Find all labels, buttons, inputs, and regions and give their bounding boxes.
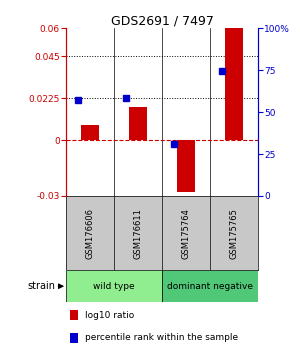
Bar (162, 270, 258, 302)
Text: GSM176611: GSM176611 (134, 208, 142, 258)
Text: wild type: wild type (93, 282, 135, 291)
Bar (129, 107, 147, 140)
Bar (177, 140, 195, 192)
Title: GDS2691 / 7497: GDS2691 / 7497 (111, 14, 213, 27)
Bar (81, 125, 99, 140)
Bar (70, 310, 77, 320)
Text: GSM175765: GSM175765 (230, 208, 238, 258)
Text: dominant negative: dominant negative (167, 282, 253, 291)
Text: percentile rank within the sample: percentile rank within the sample (85, 333, 238, 342)
Text: GSM175764: GSM175764 (182, 208, 190, 258)
Bar (225, 28, 243, 140)
Text: strain: strain (27, 281, 56, 291)
Text: log10 ratio: log10 ratio (85, 310, 134, 320)
Bar (70, 332, 77, 343)
Bar (66, 270, 162, 302)
Text: GSM176606: GSM176606 (85, 208, 94, 259)
